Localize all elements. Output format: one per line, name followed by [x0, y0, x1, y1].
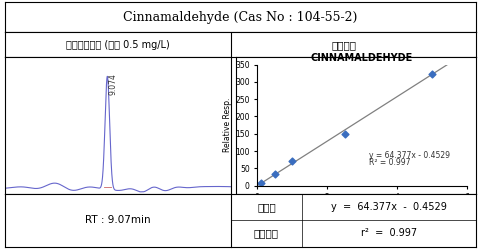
- Text: RT : 9.07min: RT : 9.07min: [85, 215, 150, 225]
- Text: 검정곡선: 검정곡선: [331, 40, 356, 50]
- Title: CINNAMALDEHYDE: CINNAMALDEHYDE: [310, 53, 412, 62]
- Text: r²  =  0.997: r² = 0.997: [360, 228, 416, 239]
- Text: 9.074: 9.074: [108, 73, 117, 95]
- Point: [427, 72, 435, 76]
- Text: y  =  64.377x  -  0.4529: y = 64.377x - 0.4529: [330, 202, 446, 212]
- X-axis label: Relative conc.: Relative conc.: [335, 208, 388, 217]
- Point: [270, 173, 278, 177]
- Point: [256, 182, 264, 186]
- Point: [288, 159, 296, 163]
- Text: 회귀식: 회귀식: [256, 202, 275, 212]
- Point: [340, 132, 348, 136]
- Text: 상관계수: 상관계수: [253, 228, 278, 239]
- Y-axis label: Relative Resp.: Relative Resp.: [223, 98, 232, 152]
- Text: 크로마토그램 (농도 0.5 mg/L): 크로마토그램 (농도 0.5 mg/L): [66, 40, 169, 50]
- Text: R² = 0.997: R² = 0.997: [368, 159, 409, 168]
- Text: Cinnamaldehyde (Cas No : 104-55-2): Cinnamaldehyde (Cas No : 104-55-2): [123, 11, 357, 24]
- Text: y = 64.377x - 0.4529: y = 64.377x - 0.4529: [368, 151, 449, 160]
